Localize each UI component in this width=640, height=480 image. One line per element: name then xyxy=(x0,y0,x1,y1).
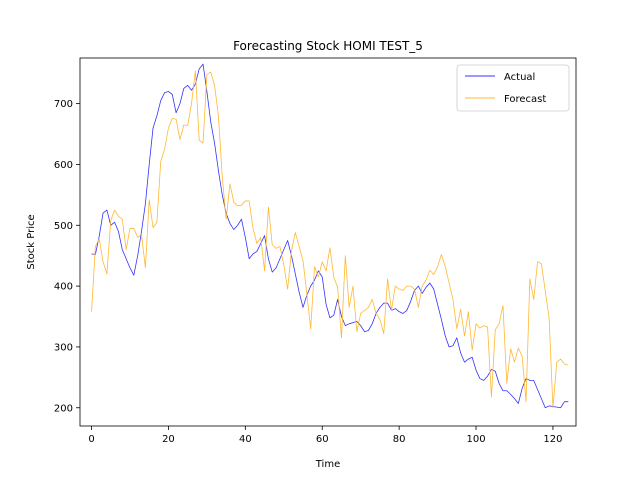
series-line-forecast xyxy=(91,70,569,409)
y-tick-label: 700 xyxy=(54,99,73,110)
y-tick-label: 200 xyxy=(54,403,73,414)
series-line-actual xyxy=(91,63,569,409)
x-tick-label: 20 xyxy=(162,434,175,445)
legend-label-forecast: Forecast xyxy=(504,94,546,105)
y-axis-label: Stock Price xyxy=(26,214,37,269)
y-tick-label: 400 xyxy=(54,282,73,293)
plot-frame xyxy=(79,57,577,427)
x-tick-label: 120 xyxy=(543,434,562,445)
ticks-layer: 0 20 40 60 80 100 120 200 300 400 500 600 700 xyxy=(54,99,563,445)
x-tick-label: 100 xyxy=(466,434,485,445)
y-tick-label: 600 xyxy=(54,160,73,171)
chart-title: Forecasting Stock HOMI TEST_5 xyxy=(233,39,423,53)
x-axis-label: Time xyxy=(315,459,340,470)
x-tick-label: 0 xyxy=(88,434,94,445)
legend: Actual Forecast xyxy=(456,64,570,112)
x-tick-label: 60 xyxy=(316,434,329,445)
y-tick-label: 500 xyxy=(54,221,73,232)
x-tick-label: 80 xyxy=(393,434,406,445)
series-layer xyxy=(91,63,569,409)
x-tick-label: 40 xyxy=(239,434,252,445)
legend-label-actual: Actual xyxy=(504,72,535,83)
y-tick-label: 300 xyxy=(54,342,73,353)
